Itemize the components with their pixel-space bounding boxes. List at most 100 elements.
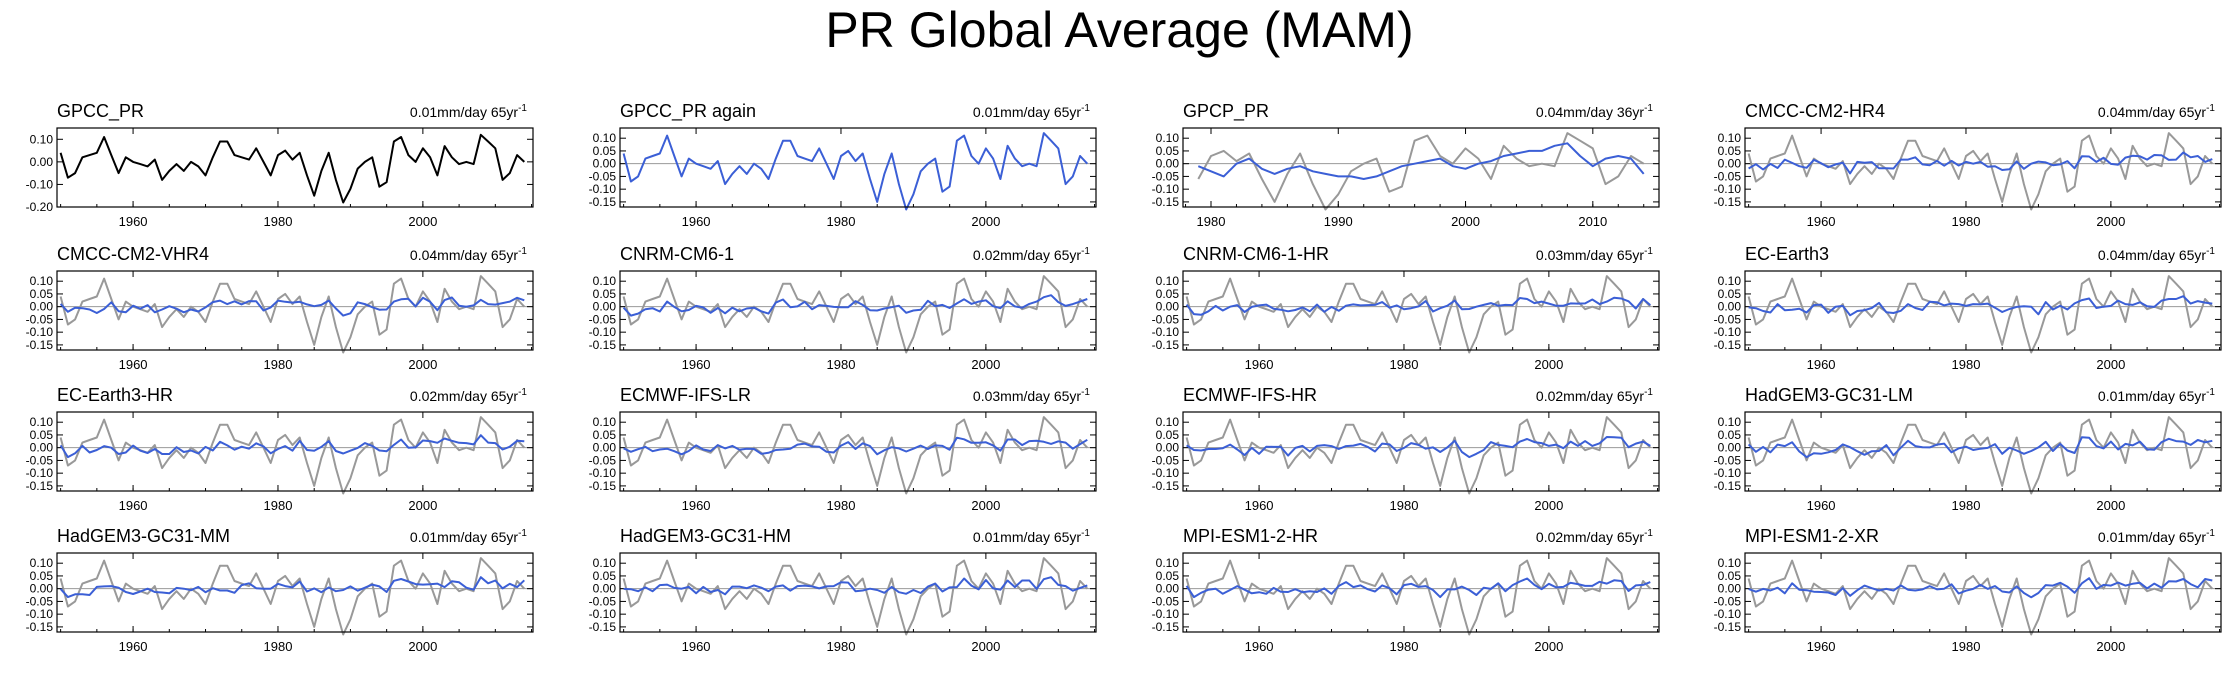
series-line-reference (622, 275, 1089, 354)
y-tick-label: 0.00 (593, 157, 617, 171)
plot-frame (56, 411, 534, 492)
y-tick-label: 0.00 (1718, 441, 1742, 455)
x-tick-label: 1960 (1807, 498, 1836, 513)
panel-trend: 0.01mm/day 65yr-1 (973, 528, 1091, 545)
y-tick-label: 0.10 (1718, 415, 1742, 429)
y-tick-label: 0.00 (1718, 582, 1742, 596)
x-tick-label: 2000 (408, 639, 437, 654)
x-tick-label: 2000 (408, 357, 437, 372)
y-tick-label: -0.15 (26, 338, 54, 352)
series-line-reference (59, 416, 526, 495)
series-line-model (1186, 436, 1651, 459)
panel-title: ECMWF-IFS-LR (620, 385, 751, 405)
panel-ecmwf-ifs-lr: ECMWF-IFS-LR 0.03mm/day 65yr-1 0.100.050.0… (589, 385, 1097, 513)
panel-trend: 0.02mm/day 65yr-1 (410, 387, 528, 404)
y-tick-label: 0.05 (1718, 428, 1742, 442)
x-tick-label: 1960 (1807, 214, 1836, 229)
y-tick-label: -0.10 (1714, 466, 1742, 480)
y-tick-label: -0.05 (1152, 169, 1180, 183)
x-tick-label: 1960 (682, 639, 711, 654)
x-tick-label: 1980 (1952, 639, 1981, 654)
x-tick-label: 2000 (2096, 357, 2125, 372)
series-line-reference (1185, 275, 1652, 354)
series-line-reference (1185, 557, 1652, 636)
y-tick-label: 0.05 (1156, 428, 1180, 442)
y-tick-label: -0.05 (589, 594, 617, 608)
y-tick-label: 0.05 (593, 287, 617, 301)
x-tick-label: 1960 (1245, 639, 1274, 654)
panel-trend: 0.01mm/day 65yr-1 (410, 103, 528, 120)
series-line-model (622, 294, 1088, 317)
y-tick-label: -0.05 (1714, 312, 1742, 326)
y-tick-label: 0.00 (593, 300, 617, 314)
panel-trend: 0.03mm/day 65yr-1 (973, 387, 1091, 404)
x-tick-label: 1960 (119, 214, 148, 229)
x-tick-label: 1980 (1952, 498, 1981, 513)
x-tick-label: 1980 (1390, 357, 1419, 372)
series-line-model (1185, 577, 1651, 599)
x-tick-label: 2000 (1534, 639, 1563, 654)
x-tick-label: 1960 (119, 639, 148, 654)
series-line-reference (1185, 416, 1652, 495)
y-tick-label: 0.00 (1156, 157, 1180, 171)
y-tick-label: -0.15 (589, 620, 617, 634)
y-tick-label: 0.05 (593, 144, 617, 158)
panel-title: GPCC_PR (57, 101, 144, 122)
y-tick-label: 0.10 (30, 274, 54, 288)
plot-frame (1744, 411, 2222, 492)
series-line-model (1748, 577, 2213, 599)
panel-trend: 0.04mm/day 65yr-1 (2098, 103, 2216, 120)
series-line-reference (622, 416, 1089, 495)
series-line-model (59, 434, 525, 459)
series-line-model (623, 436, 1088, 456)
x-tick-label: 2000 (2096, 214, 2125, 229)
panel-trend: 0.04mm/day 36yr-1 (1536, 103, 1654, 120)
x-tick-label: 2000 (971, 357, 1000, 372)
plot-frame (1744, 270, 2222, 351)
y-tick-label: -0.15 (1714, 195, 1742, 209)
y-tick-label: -0.10 (26, 607, 54, 621)
y-tick-label: -0.10 (589, 325, 617, 339)
y-tick-label: 0.05 (30, 428, 54, 442)
series-line-reference (1747, 557, 2214, 636)
figure-title: PR Global Average (MAM) (825, 2, 1414, 58)
y-tick-label: 0.05 (1156, 144, 1180, 158)
series-line-reference (622, 557, 1089, 636)
y-tick-label: -0.10 (1152, 325, 1180, 339)
y-tick-label: 0.05 (1718, 569, 1742, 583)
y-tick-label: -0.05 (1152, 312, 1180, 326)
y-tick-label: 0.05 (593, 428, 617, 442)
y-tick-label: 0.05 (593, 569, 617, 583)
panel-trend: 0.02mm/day 65yr-1 (1536, 528, 1654, 545)
panel-gpcc-pr: GPCC_PR 0.01mm/day 65yr-1 0.10 0.00 -0.10 -0.… (26, 101, 534, 229)
panel-title: EC-Earth3 (1745, 244, 1829, 264)
panel-hadgem3-gc31-hm: HadGEM3-GC31-HM 0.01mm/day 65yr-1 0.100.05… (589, 526, 1097, 654)
series-line-model (1747, 436, 2213, 459)
y-tick-label: -0.15 (589, 195, 617, 209)
x-tick-label: 1960 (682, 357, 711, 372)
y-tick-label: -0.05 (1152, 453, 1180, 467)
y-tick-label: 0.10 (1156, 556, 1180, 570)
y-tick-label: 0.05 (1156, 287, 1180, 301)
plot-frame (619, 270, 1097, 351)
y-tick-label: -0.15 (589, 479, 617, 493)
plot-frame (1182, 270, 1660, 351)
panel-title: MPI-ESM1-2-XR (1745, 526, 1879, 546)
y-tick-label: 0.05 (1718, 287, 1742, 301)
y-tick-label: -0.05 (26, 312, 54, 326)
x-tick-label: 2000 (1534, 498, 1563, 513)
x-tick-label: 2000 (408, 498, 437, 513)
panel-title: GPCC_PR again (620, 101, 756, 122)
panel-trend: 0.01mm/day 65yr-1 (2098, 387, 2216, 404)
panel-title: HadGEM3-GC31-LM (1745, 385, 1913, 405)
y-tick-label: -0.15 (1714, 479, 1742, 493)
y-tick-label: -0.15 (1714, 620, 1742, 634)
x-tick-label: 1980 (1390, 498, 1419, 513)
series-line-model (59, 296, 525, 317)
panel-title: EC-Earth3-HR (57, 385, 173, 405)
y-tick-label: 0.10 (30, 415, 54, 429)
panel-mpi-esm1-2-hr: MPI-ESM1-2-HR 0.02mm/day 65yr-1 0.100.050.… (1152, 526, 1660, 654)
y-tick-label: -0.10 (1152, 607, 1180, 621)
plot-frame (56, 552, 534, 633)
